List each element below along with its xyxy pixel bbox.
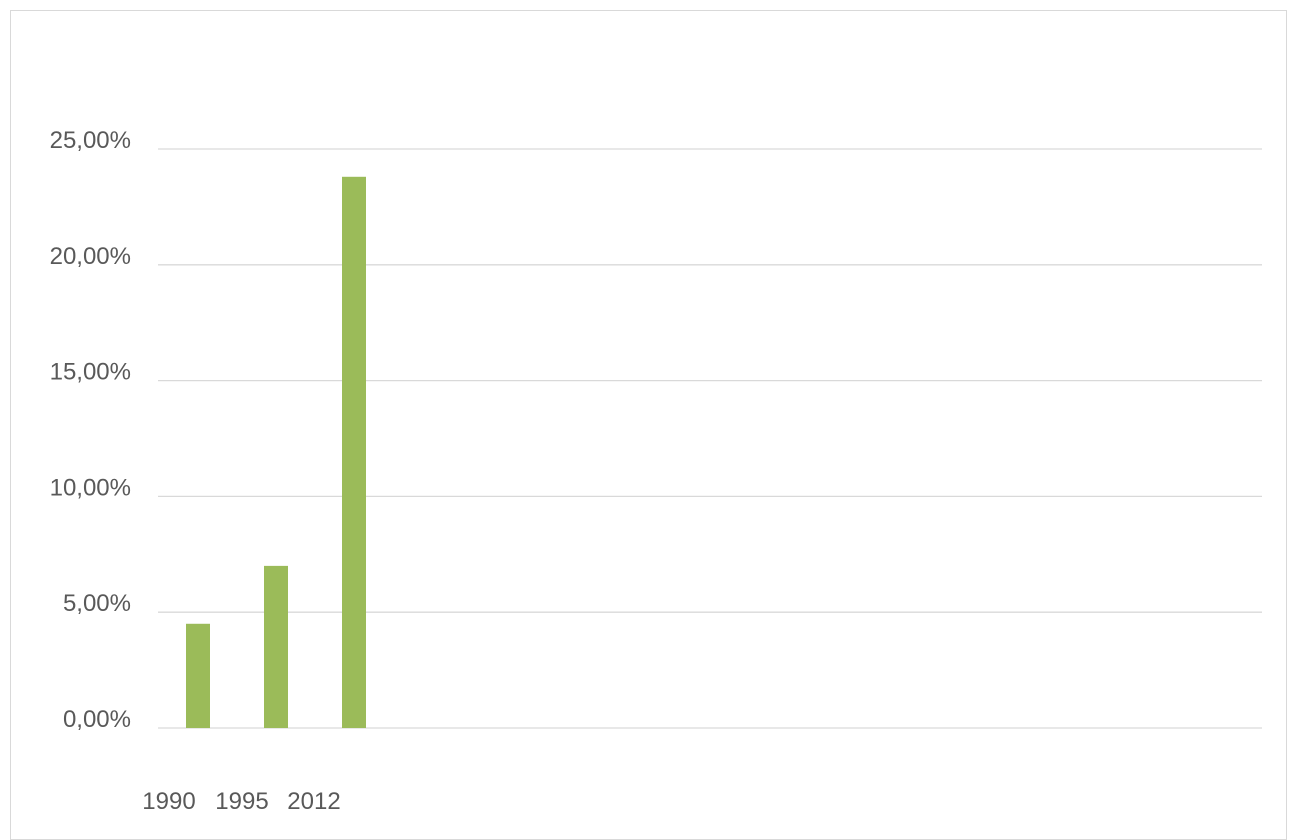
y-tick-label: 20,00% (50, 243, 131, 270)
y-tick-label: 10,00% (50, 474, 131, 501)
y-tick-label: 15,00% (50, 359, 131, 386)
x-tick-label: 1995 (215, 788, 268, 812)
y-tick-label: 25,00% (50, 127, 131, 154)
bar-chart: 0,00%5,00%10,00%15,00%20,00%25,00% 1990 1… (50, 127, 1262, 812)
gridlines (158, 148, 1262, 729)
y-tick-label: 0,00% (63, 706, 131, 733)
x-tick-label: 1990 (142, 788, 195, 812)
bar-1990 (186, 623, 210, 728)
y-tick-label: 5,00% (63, 590, 131, 617)
bars (186, 176, 366, 729)
x-axis: 1990 1995 2012 (142, 788, 340, 812)
chart-area (10, 10, 1287, 840)
y-axis: 0,00% 5,00% 10,00% 15,00% 20,00% 25,00% (50, 127, 131, 733)
bar-1995 (264, 565, 288, 728)
bar-2012 (342, 176, 366, 729)
x-tick-label: 2012 (287, 788, 340, 812)
